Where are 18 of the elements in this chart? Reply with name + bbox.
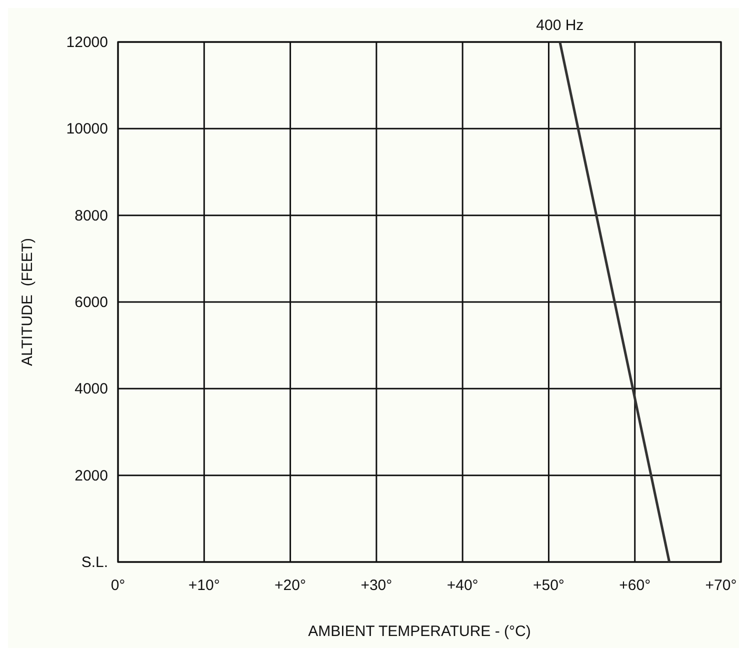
x-tick-label: +50° (532, 577, 564, 594)
x-tick-label: +20° (274, 577, 306, 594)
x-axis-title: AMBIENT TEMPERATURE - (°C) (308, 623, 531, 640)
y-tick-label: 6000 (74, 294, 108, 311)
x-tick-label: +40° (446, 577, 478, 594)
y-tick-label: 4000 (74, 380, 108, 398)
y-tick-label: 10000 (66, 120, 108, 138)
x-tick-label: +60° (619, 577, 651, 594)
x-tick-label: +10° (188, 577, 220, 594)
y-tick-label: S.L. (81, 554, 108, 571)
y-tick-label: 12000 (66, 34, 108, 51)
x-tick-label: +70° (705, 577, 737, 594)
x-tick-label: 0° (110, 577, 126, 594)
series-label: 400 Hz (536, 17, 584, 34)
y-axis-title: ALTITUDE (FEET) (19, 238, 36, 366)
x-tick-label: +30° (360, 577, 392, 594)
y-tick-label: 8000 (74, 207, 108, 224)
y-tick-label: 2000 (74, 467, 108, 484)
